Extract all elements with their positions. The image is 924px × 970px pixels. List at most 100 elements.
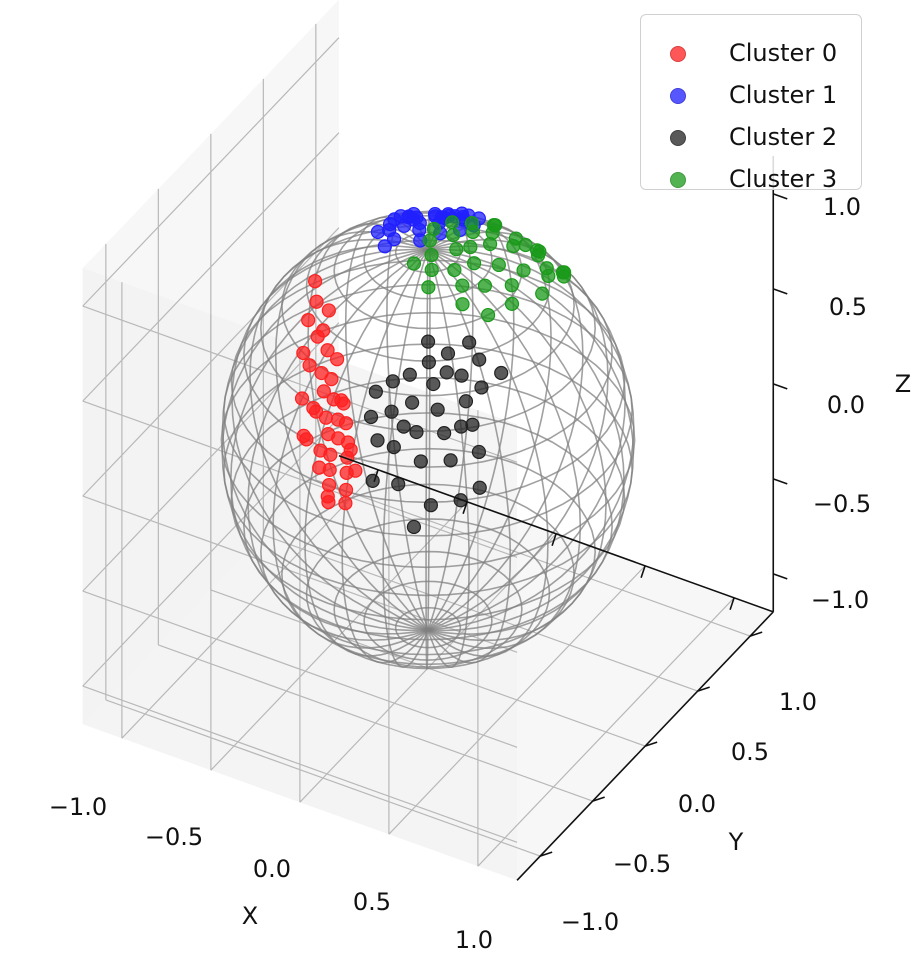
- scatter-point-cluster-1: [370, 224, 385, 240]
- scatter-point-cluster-3: [504, 278, 519, 293]
- scatter-point-cluster-3: [449, 242, 464, 257]
- wireframe-parallel: [243, 239, 613, 468]
- x-tick-mark: [462, 501, 468, 515]
- grid-line: [158, 644, 593, 802]
- scatter-point-cluster-2: [396, 419, 411, 434]
- x-tick-mark: [640, 565, 646, 579]
- x-tick-label: 0.5: [353, 888, 391, 916]
- scatter-point-cluster-0: [312, 460, 327, 475]
- scatter-point-cluster-1: [454, 206, 469, 221]
- scatter-point-cluster-2: [474, 380, 489, 395]
- scatter-point-cluster-0: [316, 384, 331, 399]
- scatter-point-cluster-2: [391, 477, 406, 492]
- axis-ticks: [338, 155, 788, 881]
- wireframe-parallel: [230, 376, 626, 621]
- z-axis-label: Z: [895, 370, 911, 398]
- legend-entry-cluster-1: Cluster 1: [641, 75, 861, 115]
- scatter-point-cluster-0: [343, 442, 358, 457]
- scatter-point-cluster-0: [301, 312, 316, 328]
- scatter-point-cluster-0: [296, 428, 311, 443]
- scatter-point-cluster-0: [321, 303, 336, 318]
- z-tick-mark: [772, 193, 788, 200]
- scatter-point-cluster-2: [439, 365, 454, 380]
- legend-marker-cluster-1: [670, 88, 686, 104]
- scatter-point-cluster-0: [334, 393, 349, 408]
- z-tick-mark: [772, 478, 788, 485]
- scatter-point-cluster-0: [348, 463, 363, 478]
- scatter-point-cluster-3: [504, 296, 520, 311]
- scatter-point-cluster-1: [377, 239, 392, 254]
- z-tick-label: −1.0: [811, 586, 869, 614]
- grid-line: [388, 565, 646, 835]
- sphere-wireframe: [220, 210, 636, 670]
- z-tick-label: −0.5: [813, 490, 871, 518]
- z-tick-label: 1.0: [823, 193, 861, 221]
- y-tick-mark: [539, 851, 553, 857]
- scatter-point-cluster-0: [338, 482, 354, 498]
- scatter-point-cluster-2: [385, 374, 400, 389]
- legend-entry-cluster-0: Cluster 0: [641, 33, 861, 73]
- y-tick-label: 1.0: [779, 688, 817, 716]
- legend-entry-cluster-2: Cluster 2: [641, 117, 861, 157]
- scatter-point-cluster-3: [467, 256, 482, 271]
- scatter-point-cluster-2: [406, 519, 422, 535]
- x-tick-mark: [373, 469, 379, 483]
- scatter-point-cluster-3: [406, 256, 422, 271]
- wireframe-parallel: [260, 447, 596, 656]
- legend-marker-cluster-0: [670, 46, 686, 62]
- scatter-point-cluster-2: [402, 367, 417, 382]
- scatter-point-cluster-2: [472, 480, 487, 495]
- scatter-point-cluster-2: [421, 355, 436, 370]
- scatter-point-cluster-0: [320, 343, 335, 358]
- y-tick-mark: [592, 796, 605, 802]
- scatter-point-cluster-0: [302, 358, 317, 373]
- grid-lines: [82, 23, 751, 867]
- scatter-point-cluster-2: [437, 426, 452, 441]
- scatter-point-cluster-0: [306, 400, 321, 416]
- z-tick-mark: [772, 383, 788, 390]
- scatter-point-cluster-2: [454, 419, 469, 434]
- scatter-point-cluster-0: [294, 391, 310, 406]
- wireframe-parallel: [223, 343, 633, 597]
- scatter-point-cluster-0: [338, 416, 354, 431]
- scatter-point-cluster-3: [557, 265, 572, 280]
- z-tick-label: 0.5: [829, 293, 867, 321]
- scatter-point-cluster-0: [320, 489, 335, 504]
- scatter-point-cluster-3: [486, 218, 502, 233]
- y-tick-label: −0.5: [613, 850, 671, 878]
- scatter-point-cluster-3: [426, 221, 442, 237]
- wireframe-parallel: [363, 219, 493, 300]
- scatter-point-cluster-0: [296, 345, 311, 361]
- scatter-point-cluster-2: [471, 444, 487, 460]
- legend-entry-cluster-3: Cluster 3: [641, 159, 861, 199]
- scatter-point-cluster-0: [308, 274, 323, 289]
- y-axis-label: Y: [728, 828, 744, 856]
- scatter-point-cluster-3: [424, 262, 439, 278]
- scatter-point-cluster-2: [458, 394, 474, 409]
- scatter-point-cluster-2: [365, 473, 380, 488]
- legend-marker-cluster-2: [670, 130, 686, 146]
- scatter-point-cluster-3: [424, 247, 439, 263]
- scatter-point-cluster-3: [480, 307, 496, 323]
- y-tick-mark: [697, 686, 710, 692]
- legend-label-cluster-3: Cluster 3: [729, 165, 838, 193]
- grid-line: [82, 400, 518, 558]
- grid-line: [105, 699, 541, 857]
- scatter-point-cluster-0: [338, 496, 353, 511]
- y-tick-label: 0.5: [731, 738, 769, 766]
- scatter-point-cluster-2: [368, 384, 383, 399]
- scatter-point-cluster-2: [462, 335, 477, 350]
- wireframe-parallel: [223, 283, 633, 537]
- scatter-point-cluster-1: [406, 206, 421, 222]
- x-axis-label: X: [242, 902, 258, 930]
- x-tick-label: 1.0: [455, 926, 493, 954]
- scatter-point-cluster-2: [413, 454, 428, 469]
- scatter-point-cluster-3: [455, 278, 470, 293]
- wireframe-parallel: [363, 580, 493, 661]
- z-tick-mark: [772, 288, 788, 295]
- scatter-point-cluster-3: [445, 215, 460, 230]
- legend-marker-cluster-3: [670, 172, 686, 188]
- wireframe-parallel: [394, 606, 462, 649]
- legend-label-cluster-2: Cluster 2: [729, 123, 838, 151]
